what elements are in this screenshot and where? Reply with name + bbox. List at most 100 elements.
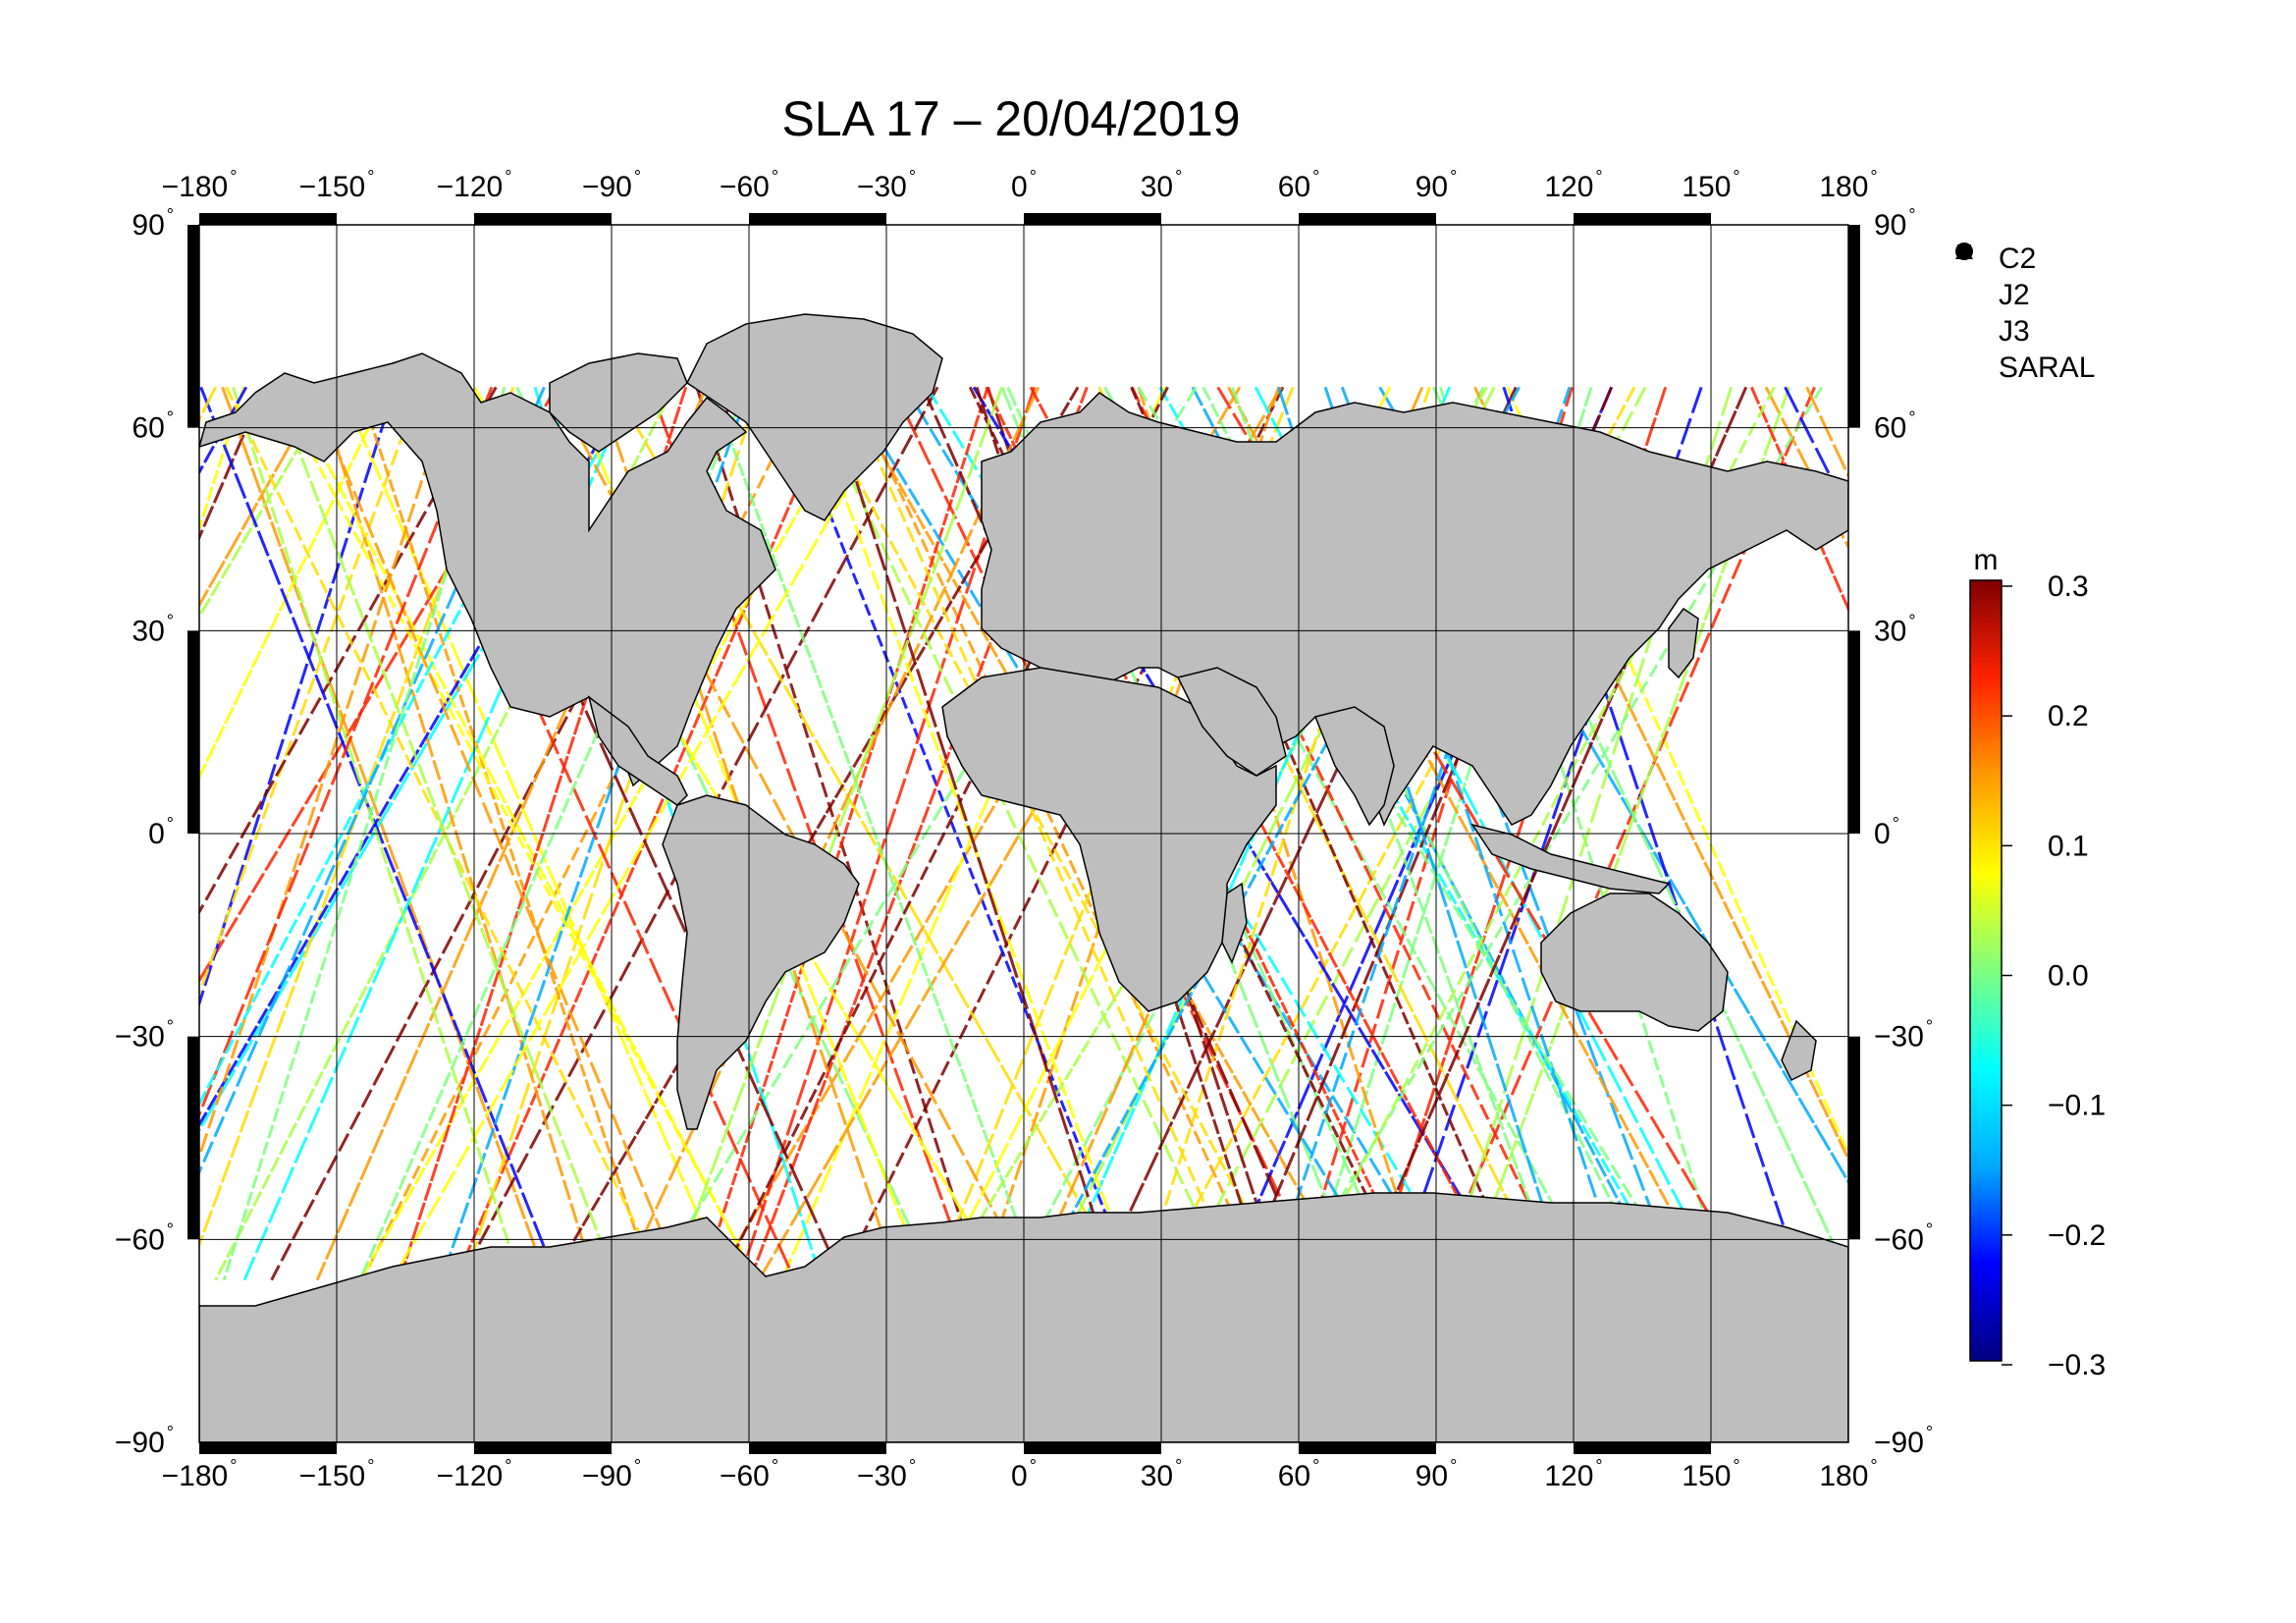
- altimetry-track: [340, 386, 727, 1281]
- lat-tick-label-right: −60 °: [1874, 1219, 1933, 1256]
- lat-tick-label-left: 30 °: [132, 611, 174, 647]
- degree-sign: °: [1175, 1456, 1182, 1476]
- colorbar-tick-label: 0.2: [2048, 700, 2089, 732]
- frame-bar-left: [187, 1036, 199, 1240]
- degree-sign: °: [167, 1017, 174, 1037]
- altimetry-track: [1805, 386, 1848, 479]
- map-title: SLA 17 – 20/04/2019: [781, 91, 1241, 146]
- colorbar-tick-label: −0.3: [2048, 1349, 2106, 1381]
- degree-sign: °: [1908, 611, 1915, 630]
- lon-tick-label: 180 °: [1819, 1456, 1877, 1492]
- lat-tick-label-right: −90 °: [1874, 1423, 1933, 1459]
- colorbar-ramp: [1969, 579, 2002, 1362]
- degree-sign: °: [1926, 1219, 1933, 1239]
- colorbar-unit: m: [1974, 544, 1999, 576]
- lon-tick-label: 0 °: [1011, 1456, 1037, 1492]
- lat-tick-label-right: 90 °: [1874, 205, 1916, 242]
- lat-tick-label-left: −30 °: [115, 1017, 174, 1054]
- degree-sign: °: [230, 1456, 237, 1476]
- degree-sign: °: [1870, 1456, 1877, 1476]
- altimetry-track: [199, 386, 217, 423]
- degree-sign: °: [505, 167, 511, 187]
- frame-bar-right: [1848, 225, 1860, 428]
- lon-tick-label: 90 °: [1415, 1456, 1458, 1492]
- degree-sign: °: [1926, 1423, 1933, 1442]
- arctic-islands: [549, 352, 688, 453]
- frame-bar-left: [187, 630, 199, 834]
- lat-tick-label-right: 30 °: [1874, 611, 1916, 647]
- lon-tick-label: 30 °: [1141, 1456, 1183, 1492]
- frame-bar-left: [187, 225, 199, 428]
- degree-sign: °: [1733, 167, 1739, 187]
- legend-label: J3: [1999, 314, 2030, 348]
- frame-bar-top: [749, 213, 886, 225]
- degree-sign: °: [167, 1423, 174, 1442]
- lon-tick-label: 150 °: [1682, 1456, 1739, 1492]
- lon-tick-label: −60 °: [720, 1456, 778, 1492]
- altimetry-track: [846, 386, 1390, 1281]
- degree-sign: °: [1030, 1456, 1037, 1476]
- legend-label: SARAL: [1999, 351, 2096, 384]
- legend-item-j3: J3: [1953, 243, 2095, 350]
- degree-sign: °: [1733, 1456, 1739, 1476]
- colorbar-tick-label: 0.0: [2048, 960, 2089, 993]
- degree-sign: °: [1450, 1456, 1457, 1476]
- degree-sign: °: [1908, 205, 1915, 225]
- lon-tick-label: −150 °: [299, 1456, 375, 1492]
- frame-bar-right: [1848, 1036, 1860, 1240]
- degree-sign: °: [1030, 167, 1037, 187]
- lon-tick-label: −60 °: [720, 167, 778, 203]
- degree-sign: °: [167, 408, 174, 428]
- greenland: [686, 313, 943, 521]
- lon-tick-label: 0 °: [1011, 167, 1037, 203]
- legend-item-j2: J2: [1953, 244, 2095, 313]
- new-zealand: [1781, 1019, 1817, 1082]
- degree-sign: °: [1312, 1456, 1319, 1476]
- degree-sign: °: [505, 1456, 511, 1476]
- lat-tick-label-left: 90 °: [132, 205, 174, 242]
- lat-tick-label-left: −60 °: [115, 1219, 174, 1256]
- lat-tick-label-right: 60 °: [1874, 408, 1916, 445]
- lon-tick-label: −180 °: [162, 1456, 238, 1492]
- colorbar-tick-label: 0.1: [2048, 830, 2089, 862]
- graticule: [199, 225, 1848, 1442]
- frame-bar-top: [474, 213, 612, 225]
- lon-tick-label: 180 °: [1819, 167, 1877, 203]
- lon-tick-label: 90 °: [1415, 167, 1458, 203]
- frame-bar-right: [1848, 630, 1860, 834]
- frame-bar-bottom: [199, 1442, 337, 1454]
- degree-sign: °: [909, 1456, 916, 1476]
- altimetry-track: [842, 386, 1352, 1281]
- lat-tick-label-left: −90 °: [115, 1423, 174, 1459]
- legend-label: C2: [1999, 242, 2037, 275]
- degree-sign: °: [230, 167, 237, 187]
- frame-bar-bottom: [474, 1442, 612, 1454]
- degree-sign: °: [1595, 1456, 1602, 1476]
- eurasia: [981, 392, 1848, 827]
- north-america: [199, 352, 776, 787]
- degree-sign: °: [772, 167, 778, 187]
- frame-bar-top: [1024, 213, 1161, 225]
- satellite-legend: C2 J2 J3 SARAL: [1953, 241, 2095, 386]
- altimetry-track: [1764, 386, 1848, 551]
- altimetry-track: [199, 386, 325, 609]
- degree-sign: °: [634, 167, 641, 187]
- degree-sign: °: [1312, 167, 1319, 187]
- frame-bars: [187, 213, 1860, 1454]
- lon-tick-label: −150 °: [299, 167, 375, 203]
- frame-bar-bottom: [1574, 1442, 1711, 1454]
- arabia: [1176, 667, 1287, 777]
- lat-tick-label-left: 60 °: [132, 408, 174, 445]
- degree-sign: °: [1450, 167, 1457, 187]
- degree-sign: °: [909, 167, 916, 187]
- degree-sign: °: [1893, 814, 1899, 834]
- lon-tick-label: −120 °: [437, 167, 512, 203]
- degree-sign: °: [167, 1219, 174, 1239]
- degree-sign: °: [1595, 167, 1602, 187]
- lon-tick-label: −30 °: [857, 1456, 916, 1492]
- degree-sign: °: [1870, 167, 1877, 187]
- japan: [1668, 607, 1699, 679]
- legend-item-saral: SARAL: [1953, 243, 2096, 386]
- altimetry-track: [199, 386, 336, 620]
- india: [1313, 706, 1395, 827]
